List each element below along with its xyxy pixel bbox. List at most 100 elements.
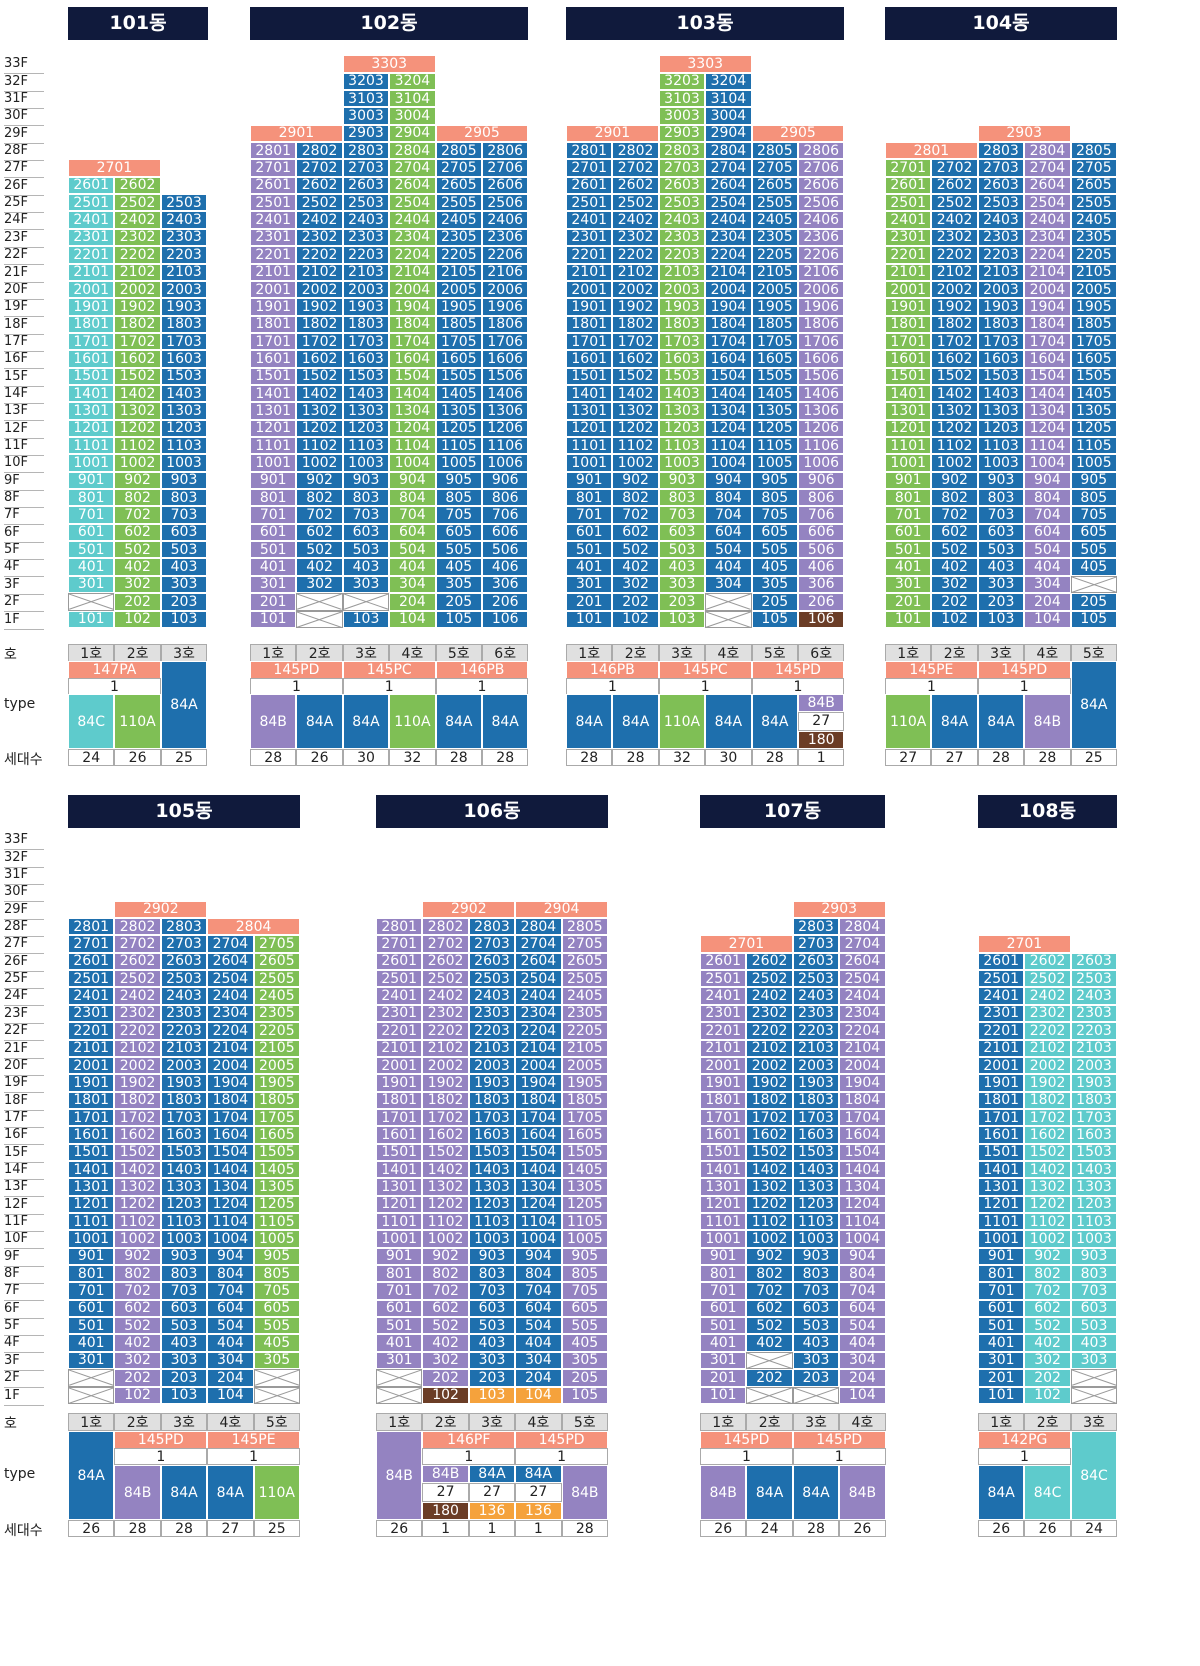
unit-cell[interactable]: 1703 [977, 332, 1025, 351]
unit-cell[interactable]: 2703 [468, 935, 516, 953]
unit-cell[interactable]: 1906 [798, 298, 845, 316]
unit-cell[interactable]: 602 [422, 1299, 469, 1318]
unit-cell[interactable]: 2403 [160, 211, 208, 229]
unit-cell[interactable]: 1601 [566, 350, 613, 368]
unit-cell[interactable]: 3103 [658, 90, 706, 108]
unit-cell[interactable]: 201 [250, 593, 297, 611]
unit-cell[interactable]: 1801 [68, 1091, 115, 1109]
unit-cell[interactable]: 2402 [296, 211, 343, 229]
unit-cell[interactable]: 203 [792, 1369, 840, 1387]
unit-cell[interactable]: 2602 [296, 176, 343, 195]
unit-cell[interactable]: 304 [389, 575, 436, 594]
unit-cell[interactable]: 2803 [160, 918, 208, 936]
unit-cell[interactable]: 1404 [705, 384, 752, 403]
unit-cell[interactable]: 1702 [746, 1108, 793, 1127]
unit-cell[interactable]: 102 [114, 1386, 161, 1404]
unit-cell[interactable]: 2002 [1024, 1056, 1071, 1075]
unit-cell[interactable]: 2405 [253, 987, 300, 1005]
unit-cell[interactable]: 1004 [515, 1230, 562, 1248]
unit-cell[interactable]: 1904 [839, 1074, 886, 1092]
unit-cell[interactable]: 2201 [978, 1022, 1025, 1040]
unit-cell[interactable]: 2705 [561, 935, 608, 953]
unit-cell[interactable]: 901 [250, 471, 297, 490]
unit-cell[interactable]: 1105 [561, 1213, 608, 1231]
unit-cell[interactable]: 1203 [792, 1195, 840, 1214]
unit-cell[interactable]: 501 [700, 1317, 747, 1335]
unit-cell[interactable]: 1503 [160, 1143, 208, 1161]
unit-cell[interactable]: 1601 [978, 1126, 1025, 1144]
unit-cell[interactable]: 2302 [931, 228, 978, 247]
unit-cell[interactable]: 104 [839, 1386, 886, 1404]
unit-cell[interactable]: 1401 [700, 1160, 747, 1179]
unit-cell[interactable]: 603 [160, 523, 208, 542]
unit-cell[interactable]: 2003 [977, 280, 1025, 299]
unit-cell[interactable]: 701 [68, 1282, 115, 1300]
unit-cell[interactable]: 803 [160, 489, 208, 507]
unit-cell[interactable]: 605 [751, 523, 798, 542]
unit-cell[interactable]: 1902 [931, 298, 978, 316]
unit-cell[interactable]: 503 [1070, 1317, 1118, 1335]
unit-cell[interactable]: 1305 [1070, 402, 1117, 420]
unit-cell[interactable]: 604 [207, 1299, 254, 1318]
unit-cell[interactable]: 704 [389, 506, 436, 524]
unit-cell[interactable]: 102 [114, 610, 161, 628]
unit-cell[interactable]: 1204 [839, 1195, 886, 1214]
unit-cell[interactable]: 1901 [68, 298, 115, 316]
unit-cell[interactable]: 1902 [114, 1074, 161, 1092]
unit-cell[interactable]: 102 [931, 610, 978, 628]
unit-cell[interactable]: 2106 [798, 263, 845, 281]
unit-cell[interactable]: 302 [114, 1351, 161, 1370]
unit-cell[interactable]: 1906 [482, 298, 529, 316]
unit-cell[interactable]: 1303 [792, 1178, 840, 1196]
unit-cell[interactable]: 1604 [1024, 350, 1071, 368]
unit-cell[interactable]: 403 [977, 558, 1025, 576]
unit-cell[interactable]: 505 [435, 541, 482, 559]
unit-cell[interactable]: 503 [160, 541, 208, 559]
unit-cell[interactable]: 2104 [515, 1039, 562, 1057]
unit-cell[interactable]: 902 [746, 1247, 793, 1266]
unit-cell[interactable]: 803 [342, 489, 390, 507]
unit-cell[interactable]: 1003 [468, 1230, 516, 1248]
unit-cell[interactable]: 702 [746, 1282, 793, 1300]
unit-cell[interactable]: 2502 [612, 194, 659, 212]
unit-cell[interactable]: 703 [1070, 1282, 1118, 1300]
unit-cell[interactable]: 1001 [68, 454, 115, 472]
unit-cell[interactable]: 304 [515, 1351, 562, 1370]
unit-cell[interactable]: 1902 [1024, 1074, 1071, 1092]
unit-cell[interactable]: 802 [746, 1265, 793, 1283]
unit-cell[interactable]: 104 [207, 1386, 254, 1404]
unit-cell[interactable]: 202 [114, 593, 161, 611]
unit-cell[interactable]: 1301 [68, 1178, 115, 1196]
unit-cell[interactable]: 1905 [1070, 298, 1117, 316]
unit-cell[interactable]: 1101 [978, 1213, 1025, 1231]
unit-cell[interactable]: 1401 [566, 384, 613, 403]
unit-cell[interactable]: 1203 [342, 419, 390, 438]
unit-cell[interactable]: 1101 [700, 1213, 747, 1231]
unit-cell[interactable]: 601 [885, 523, 932, 542]
unit-cell[interactable]: 804 [705, 489, 752, 507]
unit-cell[interactable]: 1502 [1024, 1143, 1071, 1161]
unit-cell[interactable]: 1802 [746, 1091, 793, 1109]
unit-cell[interactable]: 802 [114, 489, 161, 507]
unit-cell[interactable]: 2505 [1070, 194, 1117, 212]
unit-cell[interactable]: 405 [751, 558, 798, 576]
unit-cell[interactable]: 802 [931, 489, 978, 507]
unit-cell[interactable]: 2704 [515, 935, 562, 953]
unit-cell[interactable]: 601 [68, 1299, 115, 1318]
unit-cell[interactable]: 2501 [978, 970, 1025, 988]
unit-cell[interactable]: 401 [978, 1334, 1025, 1352]
unit-cell[interactable]: 802 [296, 489, 343, 507]
unit-cell[interactable]: 1401 [68, 1160, 115, 1179]
unit-cell[interactable]: 502 [746, 1317, 793, 1335]
unit-cell[interactable]: 106 [482, 610, 529, 628]
unit-cell[interactable]: 2603 [468, 952, 516, 971]
unit-cell[interactable]: 1602 [296, 350, 343, 368]
unit-cell[interactable]: 1104 [515, 1213, 562, 1231]
unit-cell[interactable]: 2402 [422, 987, 469, 1005]
unit-cell[interactable]: 502 [612, 541, 659, 559]
unit-cell[interactable]: 602 [296, 523, 343, 542]
unit-cell[interactable]: 703 [160, 506, 208, 524]
unit-cell[interactable]: 1404 [515, 1160, 562, 1179]
unit-cell[interactable]: 601 [978, 1299, 1025, 1318]
unit-cell[interactable]: 2804 [1024, 142, 1071, 160]
